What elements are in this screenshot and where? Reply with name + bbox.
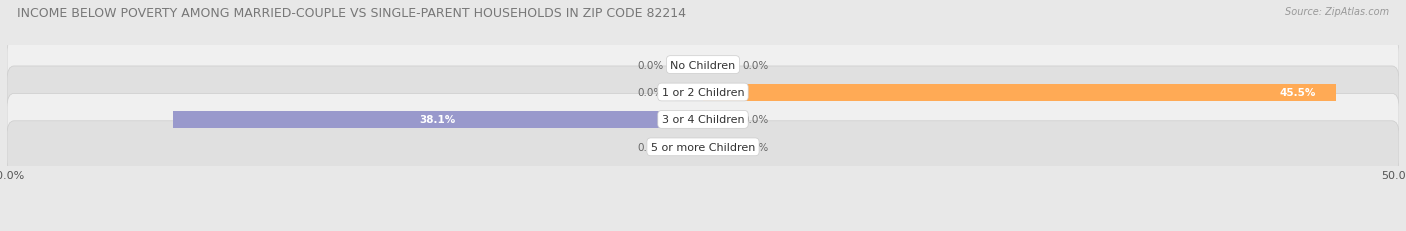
- Text: 0.0%: 0.0%: [742, 60, 768, 70]
- Bar: [675, 84, 703, 101]
- Bar: [703, 111, 731, 128]
- Text: 0.0%: 0.0%: [742, 115, 768, 125]
- Bar: [703, 139, 731, 156]
- Text: 45.5%: 45.5%: [1279, 88, 1316, 97]
- Text: 3 or 4 Children: 3 or 4 Children: [662, 115, 744, 125]
- FancyBboxPatch shape: [7, 67, 1399, 119]
- Bar: [675, 57, 703, 74]
- Text: 1 or 2 Children: 1 or 2 Children: [662, 88, 744, 97]
- Text: 38.1%: 38.1%: [420, 115, 456, 125]
- FancyBboxPatch shape: [7, 94, 1399, 146]
- Text: 0.0%: 0.0%: [638, 142, 664, 152]
- Text: INCOME BELOW POVERTY AMONG MARRIED-COUPLE VS SINGLE-PARENT HOUSEHOLDS IN ZIP COD: INCOME BELOW POVERTY AMONG MARRIED-COUPL…: [17, 7, 686, 20]
- Text: 0.0%: 0.0%: [638, 60, 664, 70]
- Text: Source: ZipAtlas.com: Source: ZipAtlas.com: [1285, 7, 1389, 17]
- Bar: [703, 84, 1336, 101]
- FancyBboxPatch shape: [7, 121, 1399, 173]
- Text: 0.0%: 0.0%: [742, 142, 768, 152]
- Bar: [703, 57, 731, 74]
- Text: 5 or more Children: 5 or more Children: [651, 142, 755, 152]
- Text: No Children: No Children: [671, 60, 735, 70]
- Text: 0.0%: 0.0%: [638, 88, 664, 97]
- Bar: [173, 111, 703, 128]
- FancyBboxPatch shape: [7, 39, 1399, 91]
- Bar: [675, 139, 703, 156]
